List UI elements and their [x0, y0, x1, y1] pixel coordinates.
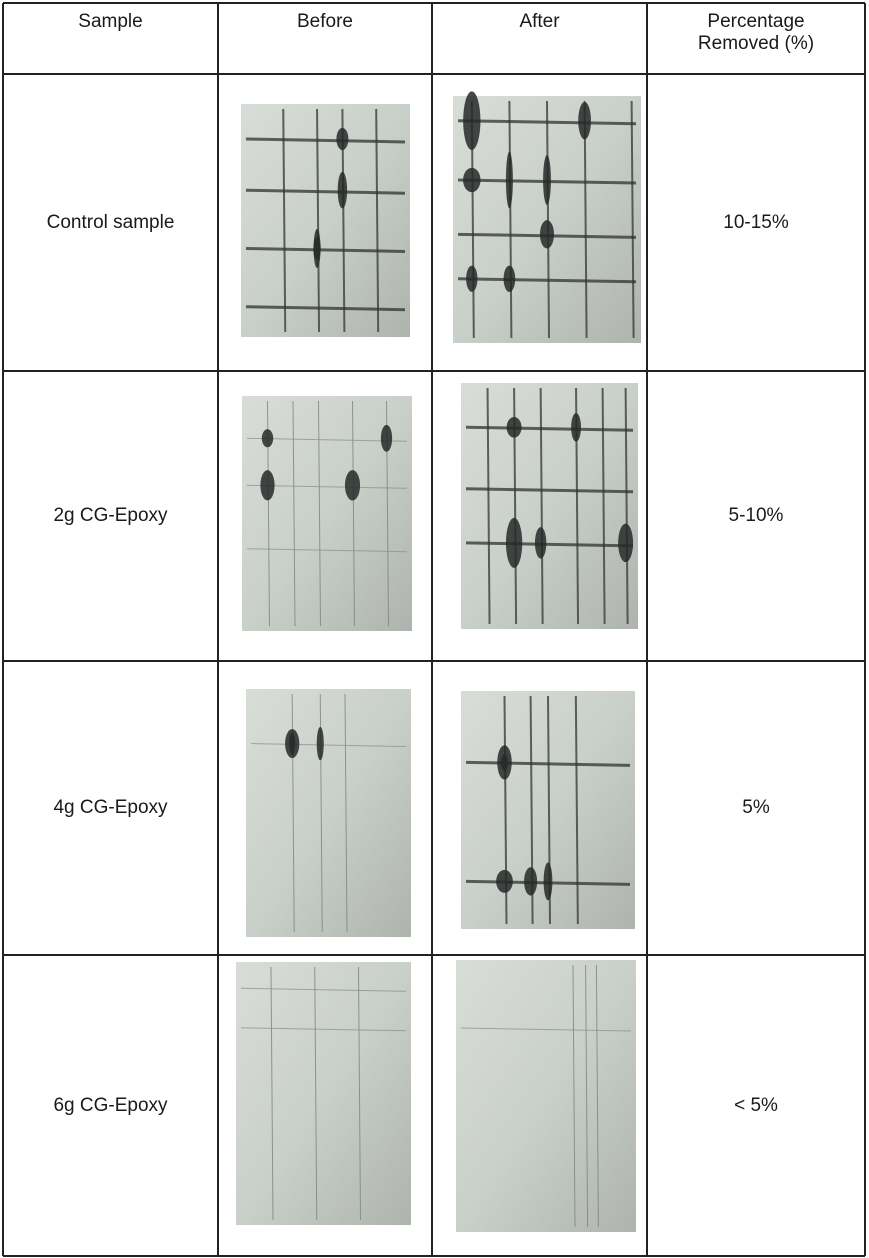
percentage-removed: 10-15%	[647, 74, 865, 371]
removed-coating	[338, 172, 347, 209]
header-text: Percentage Removed (%)	[691, 11, 821, 55]
photo-surface	[236, 962, 411, 1225]
removed-coating	[504, 266, 516, 292]
removed-coating	[260, 470, 274, 500]
removed-coating	[544, 862, 553, 900]
removed-coating	[540, 220, 554, 248]
sample-name: Control sample	[3, 74, 218, 371]
header-cell: Percentage Removed (%)	[647, 3, 865, 74]
header-cell: After	[432, 3, 647, 74]
removed-coating	[381, 425, 392, 452]
column-rule	[431, 3, 433, 1256]
percentage-removed: 5-10%	[647, 371, 865, 661]
removed-coating	[506, 152, 513, 209]
photo	[236, 962, 411, 1225]
removed-coating	[466, 266, 477, 292]
photo	[453, 91, 641, 343]
removed-coating	[463, 91, 480, 150]
percentage-removed: < 5%	[647, 955, 865, 1256]
removed-coating	[463, 168, 480, 192]
sample-name: 4g CG-Epoxy	[3, 661, 218, 955]
sample-name: 2g CG-Epoxy	[3, 371, 218, 661]
header-text: Before	[297, 11, 353, 33]
removed-coating	[571, 413, 581, 442]
removed-coating	[501, 754, 508, 771]
photo	[461, 691, 635, 929]
removed-coating	[496, 870, 513, 893]
photo	[242, 396, 412, 631]
photo	[241, 104, 410, 337]
photo	[456, 960, 636, 1232]
removed-coating	[345, 470, 360, 500]
removed-coating	[535, 527, 546, 558]
photo	[246, 689, 411, 937]
removed-coating	[578, 102, 591, 139]
photo-surface	[456, 960, 636, 1232]
removed-coating	[314, 229, 321, 268]
removed-coating	[507, 417, 522, 438]
removed-coating	[262, 429, 273, 447]
removed-coating	[317, 727, 324, 760]
removed-coating	[524, 867, 537, 895]
photo	[461, 383, 638, 629]
removed-coating	[289, 732, 295, 754]
removed-coating	[618, 524, 633, 563]
header-text: After	[519, 11, 559, 33]
percentage-removed: 5%	[647, 661, 865, 955]
header-cell: Sample	[3, 3, 218, 74]
header-cell: Before	[218, 3, 432, 74]
photo-surface	[246, 689, 411, 937]
page: {"table": { "header": ["Sample", "Before…	[0, 0, 869, 1258]
sample-name: 6g CG-Epoxy	[3, 955, 218, 1256]
removed-coating	[543, 155, 551, 205]
header-text: Sample	[78, 11, 142, 33]
removed-coating	[506, 518, 522, 568]
removed-coating	[336, 128, 348, 150]
